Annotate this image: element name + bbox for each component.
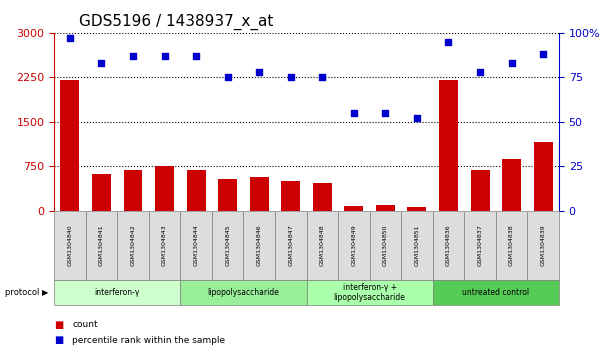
Text: ■: ■: [54, 335, 63, 345]
Bar: [313, 183, 332, 211]
Point: [286, 74, 296, 80]
Bar: [186, 170, 206, 211]
Text: GSM1304841: GSM1304841: [99, 224, 104, 266]
Point: [317, 74, 327, 80]
Point: [444, 38, 453, 44]
Text: GSM1304846: GSM1304846: [257, 224, 261, 266]
Text: count: count: [72, 321, 98, 329]
Text: GDS5196 / 1438937_x_at: GDS5196 / 1438937_x_at: [79, 14, 273, 30]
Bar: [344, 206, 363, 211]
Bar: [250, 178, 269, 211]
Text: lipopolysaccharide: lipopolysaccharide: [207, 288, 279, 297]
Text: ■: ■: [54, 320, 63, 330]
Bar: [92, 174, 111, 211]
Text: GSM1304838: GSM1304838: [509, 224, 514, 266]
Text: GSM1304840: GSM1304840: [67, 224, 72, 266]
Text: GSM1304844: GSM1304844: [194, 224, 198, 266]
Text: GSM1304842: GSM1304842: [130, 224, 135, 266]
Point: [97, 60, 106, 66]
Text: GSM1304836: GSM1304836: [446, 224, 451, 266]
Text: GSM1304845: GSM1304845: [225, 224, 230, 266]
Bar: [155, 166, 174, 211]
Text: GSM1304837: GSM1304837: [478, 224, 483, 266]
Point: [349, 110, 359, 115]
Text: GSM1304847: GSM1304847: [288, 224, 293, 266]
Bar: [502, 159, 521, 211]
Text: percentile rank within the sample: percentile rank within the sample: [72, 336, 225, 344]
Point: [538, 51, 548, 57]
Text: GSM1304850: GSM1304850: [383, 224, 388, 266]
Text: interferon-γ: interferon-γ: [94, 288, 140, 297]
Point: [160, 53, 169, 59]
Text: GSM1304839: GSM1304839: [541, 224, 546, 266]
Point: [223, 74, 233, 80]
Bar: [218, 179, 237, 211]
Bar: [281, 181, 300, 211]
Bar: [376, 205, 395, 211]
Bar: [439, 80, 458, 211]
Point: [65, 35, 75, 41]
Text: protocol ▶: protocol ▶: [5, 288, 48, 297]
Text: GSM1304843: GSM1304843: [162, 224, 167, 266]
Text: GSM1304848: GSM1304848: [320, 224, 325, 266]
Bar: [534, 142, 553, 211]
Point: [380, 110, 390, 115]
Point: [507, 60, 516, 66]
Point: [412, 115, 422, 121]
Point: [254, 69, 264, 75]
Point: [475, 69, 485, 75]
Text: GSM1304851: GSM1304851: [415, 224, 419, 266]
Point: [191, 53, 201, 59]
Bar: [471, 170, 489, 211]
Text: GSM1304849: GSM1304849: [352, 224, 356, 266]
Bar: [124, 170, 142, 211]
Text: interferon-γ +
lipopolysaccharide: interferon-γ + lipopolysaccharide: [334, 282, 406, 302]
Bar: [407, 207, 427, 211]
Bar: [60, 80, 79, 211]
Text: untreated control: untreated control: [462, 288, 529, 297]
Point: [128, 53, 138, 59]
